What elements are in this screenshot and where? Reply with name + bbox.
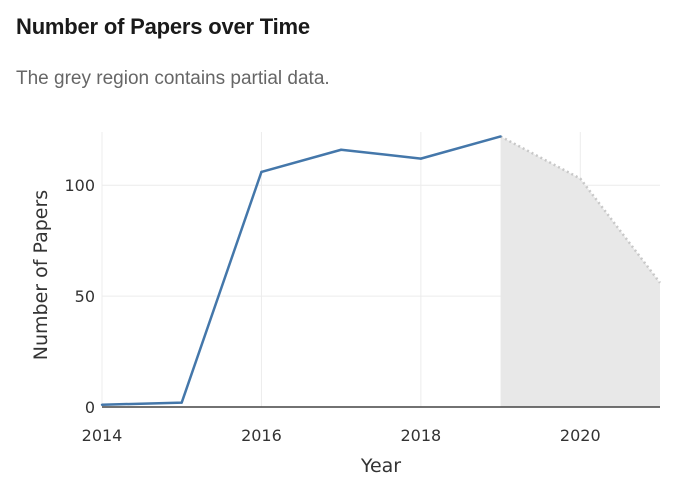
partial-data-region: [499, 135, 661, 407]
y-tick-label: 50: [75, 287, 95, 306]
x-tick-label: 2014: [82, 426, 123, 445]
x-tick-label: 2018: [400, 426, 441, 445]
chart-subtitle: The grey region contains partial data.: [16, 68, 330, 89]
data-point: [499, 135, 502, 138]
y-axis-title: Number of Papers: [30, 190, 52, 360]
series-layer: [100, 135, 502, 407]
partial-data-area: [500, 136, 660, 407]
x-axis-title: Year: [360, 455, 401, 477]
x-tick-label: 2016: [241, 426, 282, 445]
data-point: [419, 157, 423, 160]
chart-title: Number of Papers over Time: [16, 14, 310, 39]
series-line: [101, 135, 501, 407]
data-point: [100, 403, 104, 406]
axes: 2014 2016 2018 2020 0 50 100: [64, 176, 660, 445]
data-point: [339, 148, 343, 151]
data-point: [260, 170, 263, 174]
data-point: [180, 401, 183, 404]
x-tick-label: 2020: [560, 426, 601, 445]
y-tick-label: 100: [64, 176, 95, 195]
partial-data-line: [499, 135, 661, 284]
y-tick-label: 0: [85, 398, 95, 417]
